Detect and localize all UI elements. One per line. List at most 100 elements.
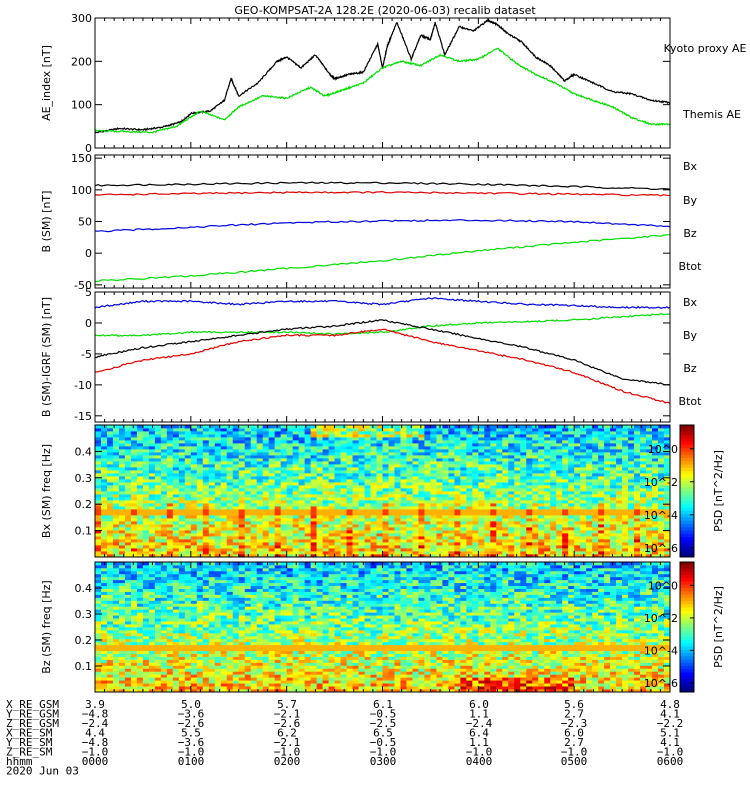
spectrogram-cell [628,524,635,528]
spectrogram-cell [328,527,335,531]
spectrogram-cell [364,506,371,510]
spectrogram-cell [274,446,282,450]
spectrogram-cell [184,449,192,453]
spectrogram-cell [400,512,407,516]
spectrogram-cell [95,609,102,613]
spectrogram-cell [304,485,312,489]
spectrogram-cell [184,446,192,450]
spectrogram-cell [124,548,132,552]
spectrogram-cell [196,470,204,474]
spectrogram-cell [478,551,485,555]
spectrogram-cell [364,488,371,492]
spectrogram-cell [388,527,395,531]
spectrogram-cell [544,497,551,501]
spectrogram-cell [166,515,174,519]
spectrogram-cell [238,464,246,468]
spectrogram-cell [124,449,132,453]
spectrogram-cell [220,518,228,522]
spectrogram-cell [382,434,389,438]
spectrogram-cell [652,551,659,555]
spectrogram-cell [424,515,431,519]
spectrogram-cell [532,437,539,441]
spectrogram-cell [310,488,318,492]
spectrogram-cell [196,446,204,450]
spectrogram-cell [448,467,455,471]
spectrogram-cell [376,494,383,498]
spectrogram-cell [520,479,527,483]
spectrogram-cell [574,542,581,546]
spectrogram-cell [628,473,635,477]
spectrogram-cell [430,545,437,549]
spectrogram-cell [208,437,216,441]
spectrogram-cell [208,491,216,495]
spectrogram-cell [400,515,407,519]
spectrogram-cell [292,539,300,543]
spectrogram-cell [100,506,108,510]
spectrogram-cell [214,548,222,552]
spectrogram-cell [412,482,419,486]
spectrogram-cell [508,494,515,498]
series-line-btot [94,319,671,386]
spectrogram-cell [190,458,198,462]
spectrogram-cell [604,512,611,516]
spectrogram-cell [100,606,108,610]
spectrogram-cell [526,434,533,438]
spectrogram-cell [592,446,599,450]
spectrogram-cell [592,461,599,465]
spectrogram-cell [352,551,359,555]
spectrogram-cell [508,458,515,462]
spectrogram-cell [154,458,162,462]
spectrogram-cell [454,542,461,546]
spectrogram-cell [484,449,491,453]
spectrogram-cell [184,464,192,468]
colorbar-segment [680,451,694,456]
spectrogram-cell [358,449,365,453]
spectrogram-cell [424,476,431,480]
spectrogram-cell [370,551,377,555]
spectrogram-cell [130,515,138,519]
spectrogram-cell [232,485,240,489]
spectrogram-cell [538,533,545,537]
spectrogram-cell [514,452,521,456]
spectrogram-cell [358,485,365,489]
spectrogram-cell [154,512,162,516]
spectrogram-cell [442,524,449,528]
spectrogram-cell [646,446,653,450]
spectrogram-cell [244,449,252,453]
spectrogram-cell [238,476,246,480]
spectrogram-cell [466,455,473,459]
spectrogram-cell [95,548,102,552]
spectrogram-cell [148,491,156,495]
spectrogram-cell [95,656,102,660]
spectrogram-cell [406,512,413,516]
spectrogram-cell [412,509,419,513]
spectrogram-cell [616,470,623,474]
spectrogram-cell [514,533,521,537]
spectrogram-cell [490,521,497,525]
spectrogram-cell [616,512,623,516]
spectrogram-cell [346,464,353,468]
spectrogram-cell [382,443,389,447]
spectrogram-cell [628,491,635,495]
spectrogram-cell [304,515,312,519]
spectrogram-cell [100,518,108,522]
spectrogram-cell [95,665,102,669]
spectrogram-cell [562,548,569,552]
spectrogram-cell [100,579,108,584]
spectrogram-cell [574,521,581,525]
spectrogram-cell [136,488,144,492]
spectrogram-cell [406,470,413,474]
spectrogram-cell [340,434,347,438]
spectrogram-cell [328,536,335,540]
spectrogram-cell [124,551,132,555]
spectrogram-cell [286,515,294,519]
spectrogram-cell [550,458,557,462]
spectrogram-cell [664,509,671,513]
spectrogram-cell [466,479,473,483]
spectrogram-cell [628,476,635,480]
spectrogram-cell [484,503,491,507]
spectrogram-cell [376,506,383,510]
spectrogram-cell [244,551,252,555]
spectrogram-cell [598,461,605,465]
spectrogram-cell [95,606,102,610]
